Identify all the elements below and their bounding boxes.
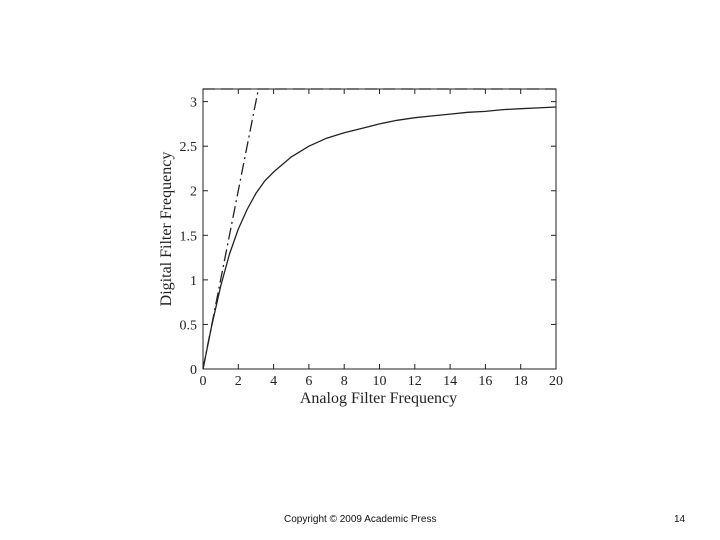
x-tick-label: 4: [270, 374, 277, 389]
x-tick-label: 0: [200, 374, 207, 389]
y-tick-label: 0.5: [180, 318, 198, 333]
y-tick-label: 3: [190, 96, 197, 111]
x-tick-label: 6: [305, 374, 312, 389]
copyright-text: Copyright © 2009 Academic Press: [284, 514, 437, 525]
x-tick-label: 16: [478, 374, 492, 389]
y-tick-label: 0: [190, 363, 197, 378]
x-tick-label: 20: [549, 374, 563, 389]
page-number: 14: [674, 514, 686, 525]
x-tick-label: 18: [514, 374, 528, 389]
series-line-solid: [202, 106, 557, 370]
y-tick-label: 1: [190, 274, 197, 289]
x-axis-title: Analog Filter Frequency: [300, 390, 457, 407]
x-tick-label: 12: [408, 374, 422, 389]
x-tick-label: 14: [443, 374, 457, 389]
x-tick-label: 2: [235, 374, 242, 389]
y-axis-title: Digital Filter Frequency: [158, 152, 175, 307]
y-tick-label: 2: [190, 185, 197, 200]
x-tick-label: 8: [341, 374, 348, 389]
series-line-dashdot: [202, 88, 260, 370]
chart-marks: 0 2 4 6 8 10 12 14 16 18 20 0 0.5 1 1.5 2 2.5 3 Analog Fil…: [158, 88, 563, 407]
x-tick-label: 10: [373, 374, 387, 389]
y-tick-label: 2.5: [180, 140, 198, 155]
plot-frame: [202, 88, 557, 370]
y-tick-label: 1.5: [180, 229, 198, 244]
